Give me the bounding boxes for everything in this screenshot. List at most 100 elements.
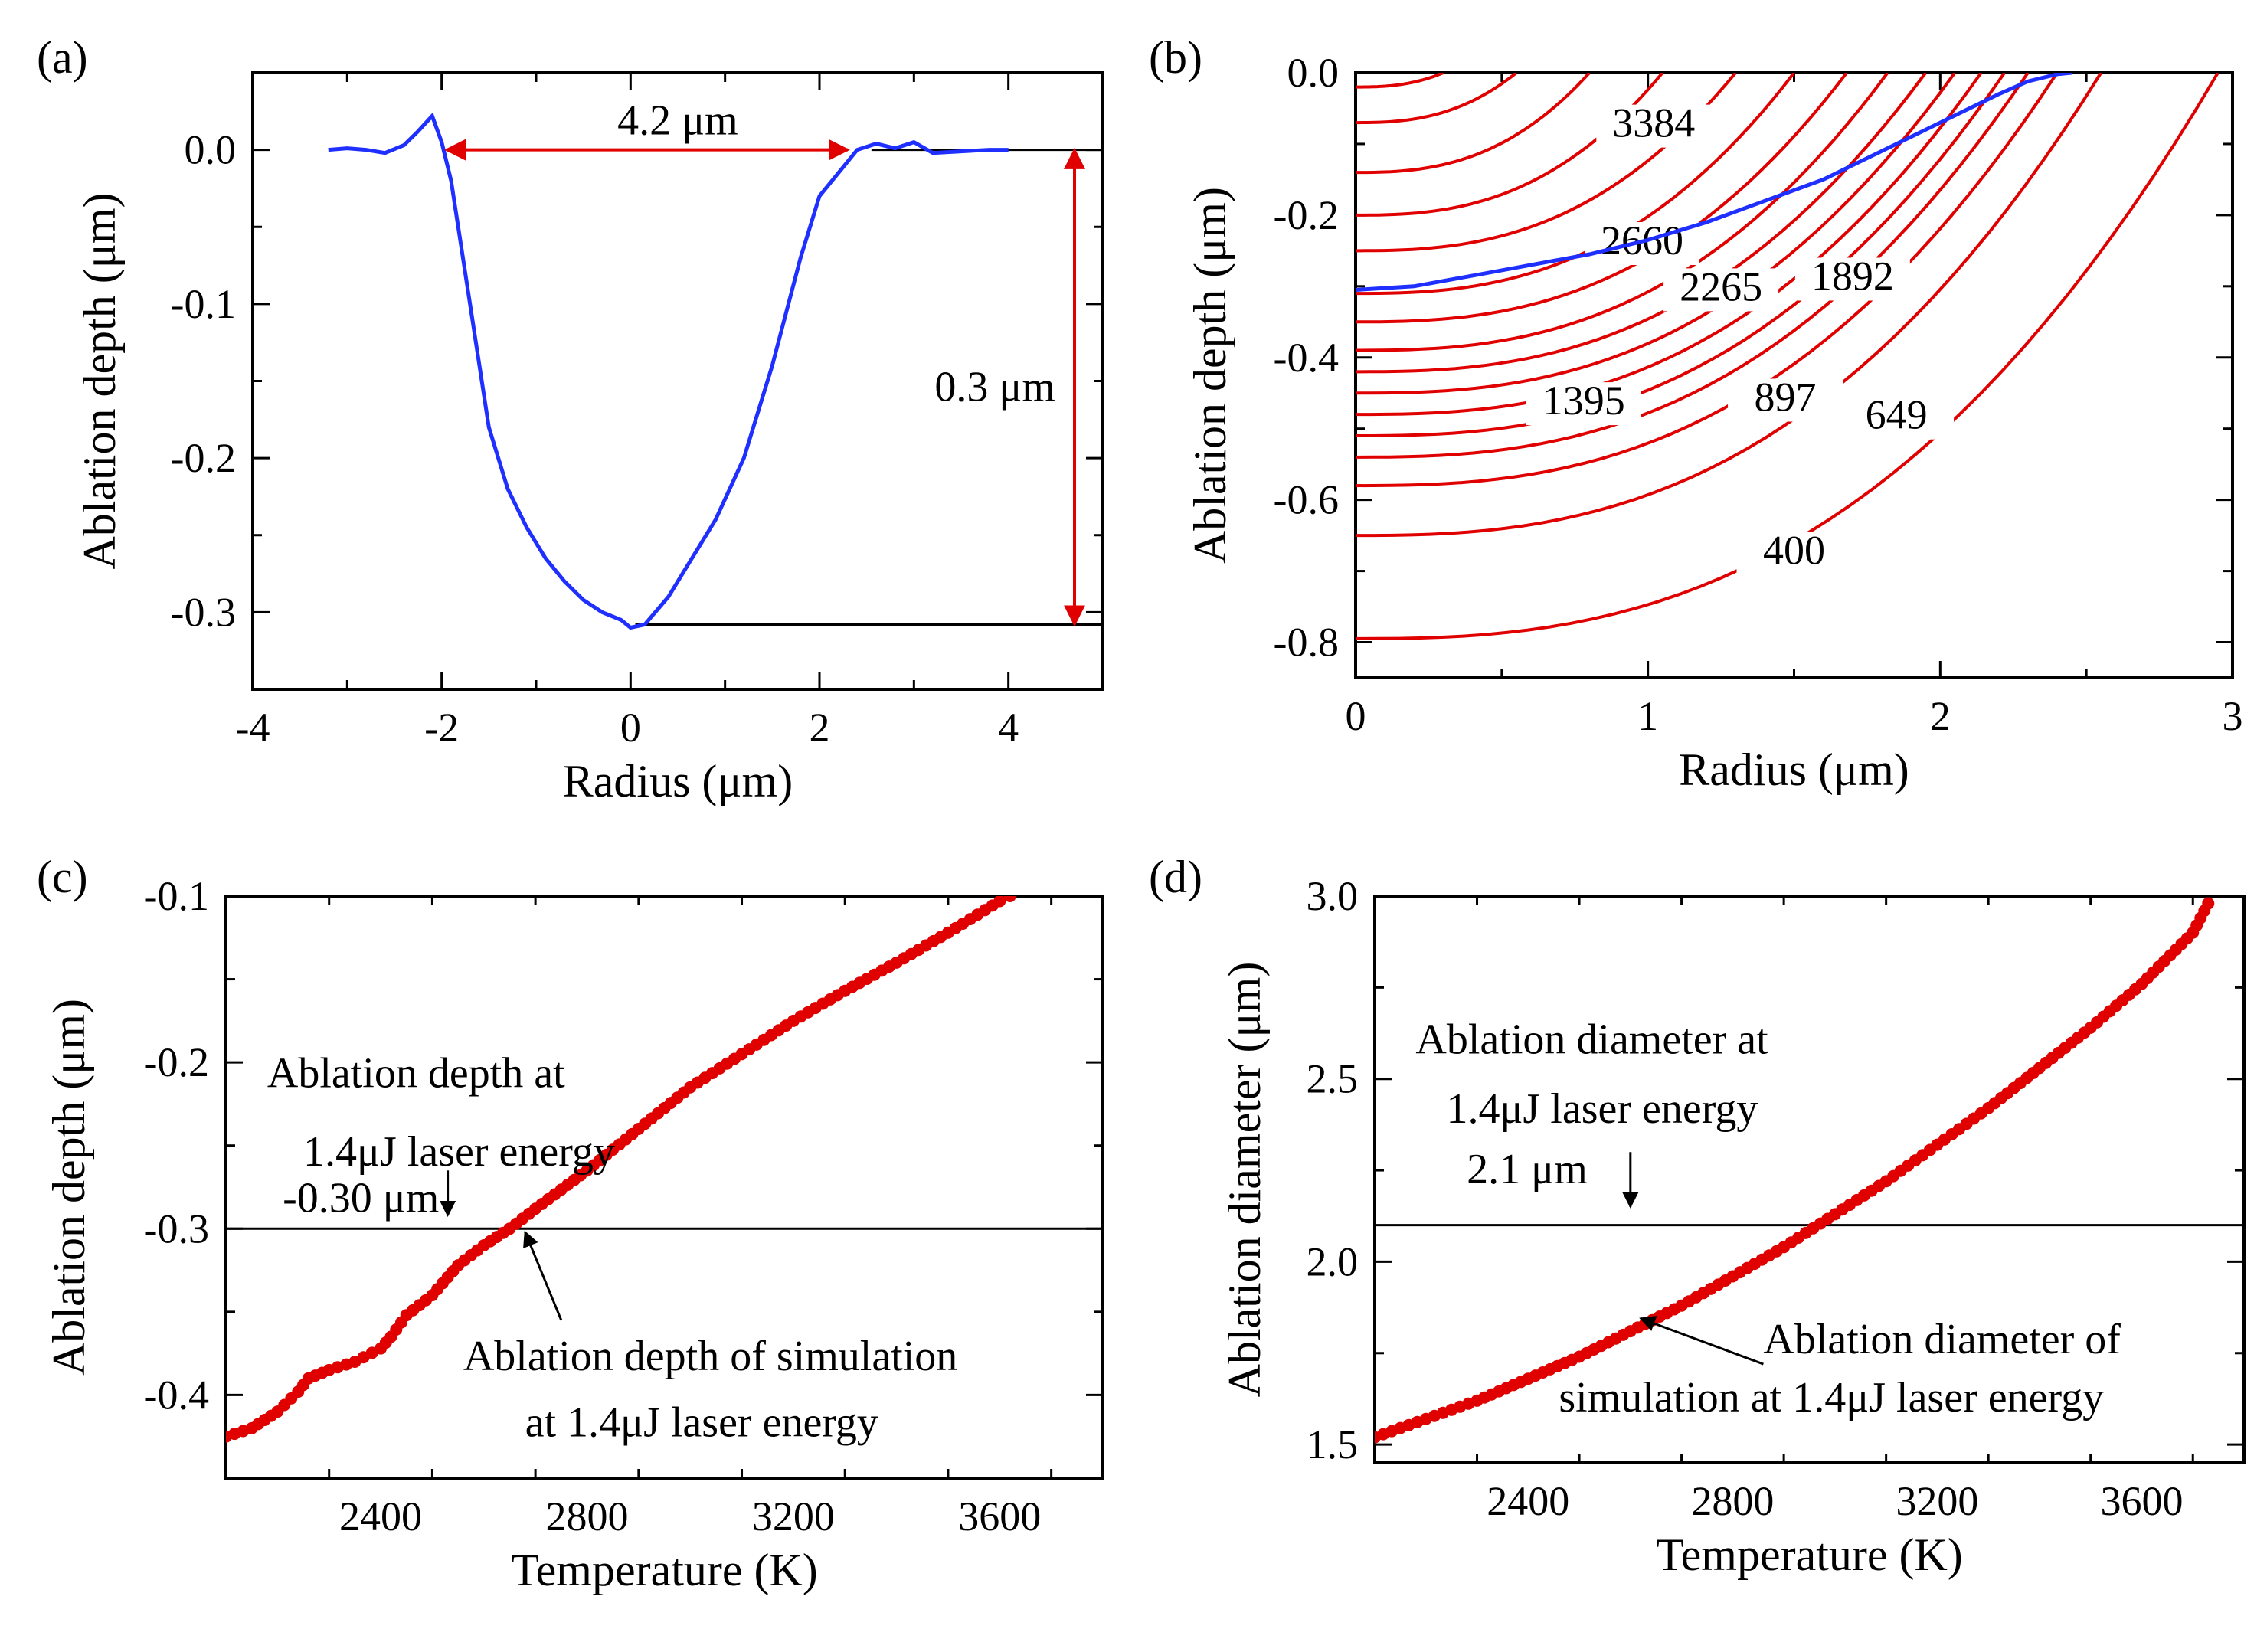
contour-label: 897: [1755, 374, 1817, 420]
contour-label-bg: [1736, 532, 1852, 575]
contour-label: 1395: [1542, 378, 1625, 424]
x-axis-title: Radius (μm): [1679, 744, 1909, 795]
y-axis-title: Ablation depth (μm): [74, 192, 125, 569]
x-tick-label: 3600: [958, 1493, 1041, 1539]
x-axis-title: Temperature (K): [511, 1545, 818, 1595]
panel-label: (b): [1149, 32, 1202, 83]
x-tick-label: -4: [236, 705, 270, 751]
annotation-text: -0.30 μm: [283, 1175, 439, 1222]
x-tick-label: 2400: [339, 1493, 422, 1539]
panel-label: (d): [1149, 852, 1202, 902]
series-line: [1356, 73, 2072, 292]
x-tick-label: -2: [424, 705, 459, 751]
contour-line: [1356, 73, 1983, 417]
contour-line: [1356, 73, 2030, 459]
contour-label-bg: [1839, 396, 1955, 440]
y-tick-label: -0.4: [144, 1372, 209, 1418]
panel-a: (a) -4 -2 0 2 4 0.0 -0.1 -0.2 -0.3 Radius (μm) Abla…: [37, 32, 1104, 806]
y-tick-label: -0.2: [1274, 192, 1339, 238]
y-tick-label: 3.0: [1307, 873, 1359, 919]
contour-line: [1356, 73, 2006, 437]
contour-label: 1892: [1811, 253, 1894, 299]
contour-line: [1356, 73, 1444, 89]
x-tick-label: 1: [1637, 693, 1658, 739]
contour-label: 649: [1866, 392, 1928, 438]
y-axis-title: Ablation depth (μm): [44, 999, 94, 1376]
y-tick-label: -0.6: [1274, 477, 1339, 523]
dimension-label: 0.3 μm: [934, 364, 1055, 411]
data-point: [1003, 896, 1016, 902]
contour-line: [1356, 73, 2102, 538]
plot-area: [1375, 897, 2244, 1444]
y-tick-label: 1.5: [1307, 1421, 1359, 1467]
x-tick-label: 2: [810, 705, 830, 751]
dimension-label: 4.2 μm: [617, 97, 738, 145]
panel-d: (d) 2400 2800 3200 3600 1.5 2.0 2.5 3.0 Temperatu…: [1149, 852, 2246, 1580]
contour-line: [1356, 73, 1848, 324]
y-tick-label: 2.0: [1307, 1238, 1359, 1284]
contour-label-bg: [1728, 378, 1843, 422]
x-axis-title: Radius (μm): [563, 756, 793, 806]
x-tick-label: 3200: [752, 1493, 835, 1539]
plot-area: [226, 896, 1103, 1443]
y-tick-label: 0.0: [185, 127, 237, 173]
contour-label-bg: [1526, 382, 1641, 426]
plot-frame: [1373, 895, 2246, 1464]
contour-label: 2265: [1680, 263, 1762, 309]
annotation-text: 1.4μJ laser energy: [1446, 1085, 1758, 1133]
data-point: [2202, 897, 2215, 910]
y-tick-label: -0.2: [171, 435, 236, 481]
panel-label: (a): [37, 32, 88, 83]
y-tick-label: -0.1: [171, 281, 236, 327]
x-tick-label: 4: [998, 705, 1019, 751]
x-tick-label: 3200: [1896, 1478, 1978, 1524]
annotation-text: Ablation diameter at: [1415, 1016, 1768, 1063]
annotation-text: 1.4μJ laser energy: [303, 1128, 615, 1176]
y-axis-title: Ablation diameter (μm): [1219, 962, 1270, 1398]
x-tick-label: 3: [2223, 693, 2243, 739]
y-tick-label: 2.5: [1307, 1056, 1359, 1102]
contour-line: [1356, 73, 1957, 395]
contour-label-bg: [1663, 268, 1779, 312]
y-tick-label: -0.1: [144, 873, 209, 919]
data-point: [993, 896, 1006, 908]
pointer-arrow: [523, 1230, 563, 1321]
panel-b: (b) 0 1 2 3 0.0 -0.2 -0.4 -0.6 -0.8 Radius (μm) Abl…: [1149, 32, 2243, 795]
contour-line: [1356, 73, 1889, 352]
panel-c: (c) 2400 2800 3200 3600 -0.1 -0.2 -0.3 -0.4 Tempe…: [37, 852, 1104, 1595]
y-axis-title: Ablation depth (μm): [1185, 187, 1235, 564]
y-tick-label: -0.3: [144, 1205, 209, 1251]
annotation-text: Ablation depth at: [267, 1050, 565, 1098]
pointer-arrow: [1639, 1316, 1764, 1366]
contour-label-bg: [1596, 104, 1712, 148]
annotation-text: Ablation depth of simulation: [463, 1333, 957, 1380]
x-tick-label: 2400: [1487, 1478, 1569, 1524]
annotation-text: Ablation diameter of: [1763, 1316, 2121, 1363]
y-tick-label: -0.2: [144, 1039, 209, 1085]
y-tick-label: -0.4: [1274, 335, 1339, 381]
contour-label: 3384: [1612, 100, 1695, 146]
x-tick-label: 2: [1930, 693, 1951, 739]
contour-line: [1356, 73, 1927, 374]
annotation-text: at 1.4μJ laser energy: [525, 1399, 878, 1447]
contour-label: 400: [1763, 527, 1825, 573]
contour-line: [1356, 73, 1796, 296]
panel-label: (c): [37, 852, 88, 902]
contour-line: [1356, 73, 1518, 125]
y-tick-label: 0.0: [1287, 50, 1340, 96]
annotation-text: simulation at 1.4μJ laser energy: [1559, 1374, 2104, 1421]
annotation-text: 2.1 μm: [1467, 1146, 1588, 1193]
y-tick-label: -0.3: [171, 589, 236, 635]
x-tick-label: 0: [1346, 693, 1366, 739]
series-line: [328, 112, 1009, 630]
plot-frame: [224, 895, 1104, 1480]
x-axis-title: Temperature (K): [1656, 1529, 1963, 1580]
x-tick-label: 3600: [2100, 1478, 2183, 1524]
x-tick-label: 0: [620, 705, 641, 751]
contour-line: [1356, 73, 1591, 175]
contour-label-bg: [1794, 257, 1910, 301]
y-tick-label: -0.8: [1274, 620, 1339, 666]
x-tick-label: 2800: [1691, 1478, 1774, 1524]
